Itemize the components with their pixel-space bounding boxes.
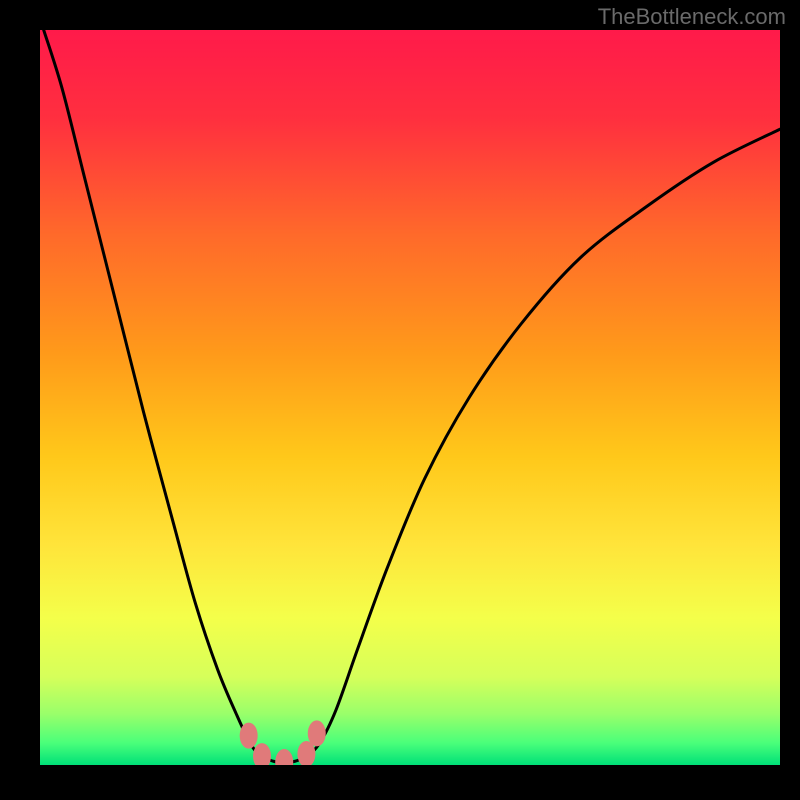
watermark-text: TheBottleneck.com <box>598 4 786 30</box>
curve-marker <box>253 743 271 765</box>
curve-markers <box>40 30 780 765</box>
curve-marker <box>308 720 326 746</box>
bottleneck-chart <box>40 30 780 765</box>
curve-marker <box>240 723 258 749</box>
curve-marker <box>275 749 293 765</box>
